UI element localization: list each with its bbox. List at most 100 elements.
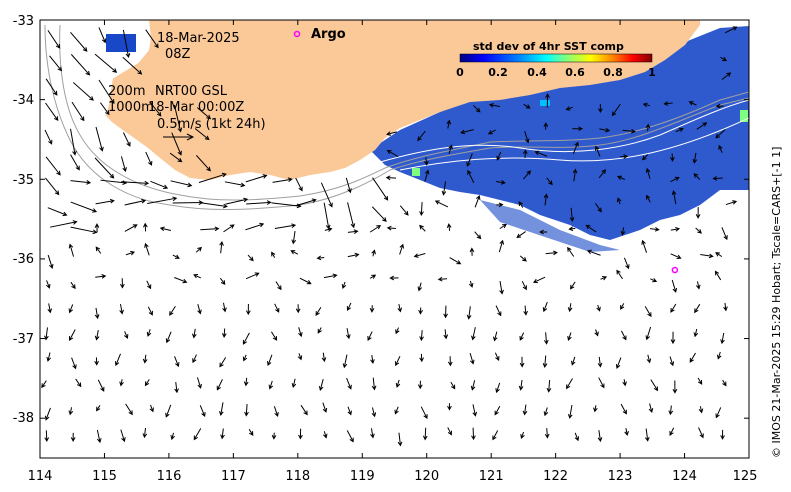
current-vector-arrow	[124, 198, 147, 206]
current-vector-arrow	[346, 328, 351, 340]
current-vector-arrow	[597, 356, 603, 368]
current-vector-arrow	[320, 182, 333, 208]
current-vector-arrow	[297, 353, 303, 361]
sst-data-speckle	[740, 110, 748, 122]
current-vector-arrow	[467, 169, 475, 184]
current-vector-arrow	[70, 201, 98, 213]
current-vector-arrow	[441, 181, 447, 196]
current-vector-arrow	[266, 354, 273, 367]
current-vector-arrow	[597, 430, 603, 443]
current-vector-arrow	[145, 29, 159, 49]
current-vector-arrow	[446, 223, 452, 232]
current-vector-arrow	[274, 303, 280, 313]
y-axis-labels: -33 -34 -35 -36 -37 -38	[13, 14, 34, 426]
current-vector-arrow	[169, 152, 183, 163]
x-axis-labels: 114 115 116 117 118 119 120 121 122 123 …	[28, 469, 758, 484]
current-vector-arrow	[196, 107, 212, 120]
current-vector-arrow	[171, 132, 182, 156]
current-vector-arrow	[616, 269, 623, 280]
current-vector-arrow	[572, 141, 579, 154]
current-vector-arrow	[493, 331, 498, 342]
current-vector-arrow	[623, 257, 630, 270]
current-vector-arrow	[689, 352, 696, 363]
current-vector-arrow	[170, 432, 175, 441]
current-vector-arrow	[45, 102, 59, 122]
current-vector-arrow	[71, 357, 77, 370]
current-vector-arrow	[274, 223, 297, 229]
current-vector-arrow	[95, 126, 104, 152]
current-vector-arrow	[523, 305, 528, 316]
current-vector-arrow	[598, 377, 605, 389]
current-vector-arrow	[295, 304, 301, 314]
current-vector-arrow	[420, 406, 428, 420]
current-vector-arrow	[447, 427, 453, 436]
current-vector-arrow	[300, 404, 308, 416]
current-vector-arrow	[371, 206, 387, 222]
current-vector-arrow	[641, 154, 649, 161]
current-vector-arrow	[715, 252, 723, 258]
current-vector-arrow	[45, 78, 58, 96]
current-vector-arrow	[424, 169, 430, 182]
current-vector-arrow	[671, 190, 677, 205]
current-vector-arrow	[98, 27, 107, 44]
current-vector-arrow	[225, 197, 249, 205]
current-vector-arrow	[419, 330, 424, 342]
current-vector-arrow	[122, 29, 131, 59]
current-vector-arrow	[94, 223, 100, 233]
current-vector-arrow	[648, 403, 654, 413]
current-vector-arrow	[369, 225, 382, 233]
current-vector-arrow	[367, 331, 373, 341]
current-vector-arrow	[174, 277, 188, 284]
current-vector-arrow	[146, 329, 152, 337]
current-vector-arrow	[642, 102, 651, 108]
sst-data-sparse	[480, 200, 620, 252]
current-vector-arrow	[419, 224, 426, 232]
x-tick-label: 116	[157, 469, 182, 484]
current-vector-arrow	[694, 303, 701, 314]
current-vector-arrow	[622, 379, 627, 387]
current-vector-arrow	[242, 354, 248, 362]
current-vector-arrow	[422, 427, 428, 441]
current-vector-arrow	[149, 101, 162, 117]
current-vector-arrow	[72, 82, 94, 101]
current-vector-arrow	[446, 119, 452, 129]
current-vector-arrow	[68, 304, 74, 314]
current-vector-arrow	[472, 105, 481, 113]
current-vector-arrow	[447, 403, 452, 411]
current-vector-arrow	[192, 354, 197, 364]
current-vector-arrow	[449, 257, 462, 265]
current-vector-arrow	[670, 176, 680, 183]
current-vector-arrow	[617, 175, 625, 180]
current-vector-arrow	[149, 404, 154, 413]
current-vector-arrow	[516, 231, 526, 239]
current-vector-arrow	[523, 170, 532, 180]
current-vector-arrow	[216, 379, 223, 391]
current-vector-arrow	[450, 381, 456, 390]
current-vector-arrow	[146, 280, 152, 290]
current-vector-arrow	[121, 180, 150, 186]
current-vector-arrow	[270, 331, 278, 341]
current-vector-arrow	[46, 280, 51, 289]
current-vector-arrow	[520, 431, 525, 439]
current-vector-arrow	[96, 405, 101, 412]
current-vector-arrow	[119, 303, 124, 315]
current-vector-arrow	[498, 239, 504, 253]
current-vector-arrow	[347, 252, 360, 258]
current-vector-arrow	[70, 180, 92, 185]
current-vector-arrow	[417, 380, 423, 390]
current-vector-arrow	[468, 280, 474, 288]
current-vector-arrow	[370, 428, 375, 439]
x-tick-label: 114	[28, 469, 53, 484]
x-tick-label: 118	[285, 469, 310, 484]
current-vector-arrow	[695, 207, 701, 219]
current-vector-arrow	[119, 278, 125, 289]
current-vector-arrow	[443, 329, 449, 340]
current-vector-arrow	[615, 357, 622, 369]
current-vector-arrow	[389, 275, 399, 281]
current-vector-arrow	[94, 53, 118, 73]
colorbar-tick: 1	[648, 66, 656, 79]
current-vector-arrow	[645, 326, 652, 341]
current-vector-arrow	[624, 427, 629, 436]
current-vector-arrow	[125, 403, 133, 416]
current-vector-arrow	[645, 167, 651, 179]
